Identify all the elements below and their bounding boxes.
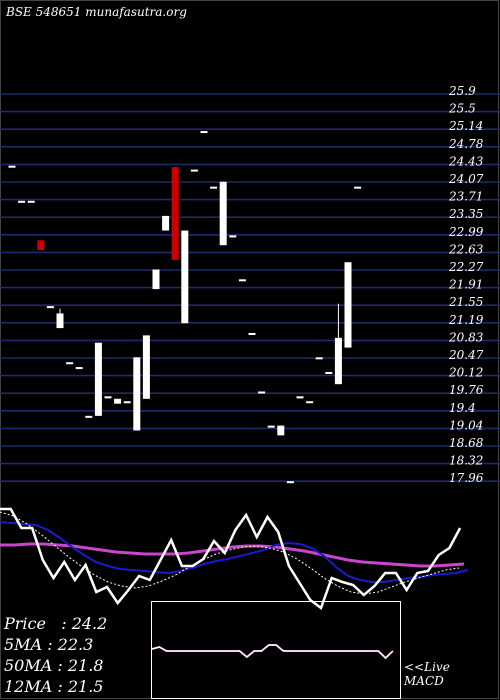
y-tick-label: 20.47 [448,348,484,362]
y-tick-label: 21.55 [448,295,483,309]
price-line [0,507,462,611]
candle-body [200,131,208,134]
candle-body [123,401,131,404]
candle-body [286,481,294,484]
y-tick-label: 19.4 [449,401,476,415]
macd-label: <<Live MACD [404,660,450,688]
candle-body [18,200,26,203]
candle-body [37,240,45,251]
ma5-stat: 5MA : 22.3 [4,635,94,654]
y-tick-label: 21.19 [448,313,484,327]
candle-body [315,357,323,360]
y-tick-label: 24.78 [448,137,484,151]
y-tick-label: 25.5 [448,102,476,116]
ma-magenta-line [0,542,465,568]
candle-body [162,215,170,231]
chart-title: BSE 548651 munafasutra.org [6,5,187,19]
candle-body [85,415,93,418]
y-tick-label: 22.99 [448,225,484,239]
y-tick-label: 24.43 [448,154,484,168]
candle-body [46,306,54,309]
candle-body [56,313,64,329]
candle-body [258,391,266,394]
y-tick-label: 24.07 [448,172,484,186]
candle-body [296,396,304,399]
y-tick-label: 19.76 [449,383,484,397]
candle-body [142,335,150,399]
y-tick-label: 25.9 [448,84,476,98]
macd-line [151,644,394,660]
candle-body [133,357,141,431]
candle-body [94,342,102,416]
y-tick-label: 20.83 [448,330,484,344]
ma-dotted-line [0,511,460,595]
price-stat: Price : 24.2 [4,614,108,633]
candle-body [238,279,246,282]
candle-body [267,425,275,428]
y-tick-label: 20.12 [448,366,483,380]
candle-body [325,371,333,374]
macd-title: MACD [404,674,444,688]
y-tick-label: 23.71 [448,190,483,204]
candle-body [229,235,237,238]
y-tick-label: 17.96 [449,471,484,485]
candle-body [152,269,160,290]
candle-body [66,362,74,365]
candle-body [8,165,16,168]
y-tick-label: 23.35 [448,207,483,221]
candle-body [248,332,256,335]
y-tick-label: 19.04 [449,418,483,432]
y-tick-label: 18.68 [449,436,484,450]
candle-body [27,200,35,203]
candle-body [104,396,112,399]
candle-body [344,262,352,348]
candle-body [114,398,122,404]
y-tick-label: 22.63 [448,242,484,256]
y-tick-label: 21.91 [448,278,483,292]
stats-panel: Price : 24.2 5MA : 22.3 50MA : 21.8 12MA… [4,613,107,697]
candle-body [190,169,198,172]
candle-body [210,186,218,189]
macd-panel [151,601,401,699]
candle-body [181,230,189,324]
candle-body [277,425,285,436]
candle-body [306,401,314,404]
y-tick-label: 18.32 [449,454,483,468]
candle-body [75,367,83,370]
y-tick-label: 25.14 [448,119,483,133]
ma50-stat: 50MA : 21.8 [4,656,104,675]
candle-body [171,167,179,260]
ma12-stat: 12MA : 21.5 [4,677,104,696]
y-tick-label: 22.27 [448,260,484,274]
live-label: <<Live [404,660,450,674]
candle-body [219,181,227,246]
candle-body [334,337,342,385]
ma-blue-line [0,521,469,583]
candle-body [354,186,362,189]
